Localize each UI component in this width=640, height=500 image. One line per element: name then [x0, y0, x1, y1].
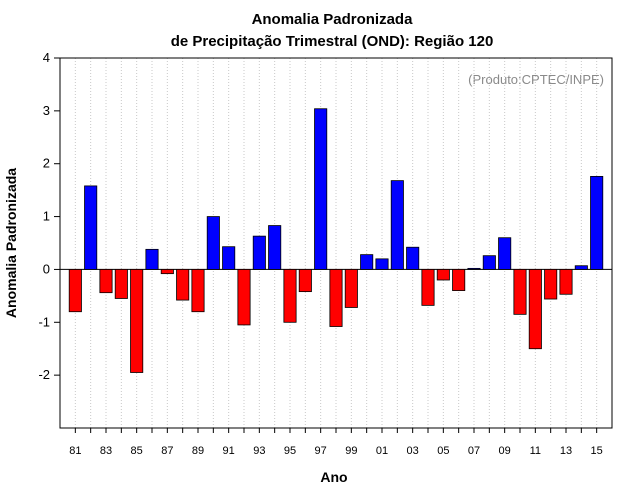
bar-1989 — [191, 269, 205, 313]
y-axis-label: Anomalia Padronizada — [3, 168, 19, 318]
bar-1984 — [114, 269, 128, 299]
y-tick-label: -2 — [38, 367, 50, 382]
x-tick-label: 07 — [468, 445, 480, 457]
y-tick-label: -1 — [38, 314, 50, 329]
x-tick-label: 15 — [591, 445, 603, 457]
y-tick-label: 0 — [43, 261, 50, 276]
bar-2012 — [544, 269, 558, 300]
bar-2008 — [482, 255, 496, 270]
bar-1993 — [252, 235, 266, 270]
bar-2009 — [498, 237, 512, 270]
y-tick-label: 1 — [43, 209, 50, 224]
bar-2013 — [559, 269, 573, 295]
x-tick-label: 03 — [407, 445, 419, 457]
x-tick-label: 01 — [376, 445, 388, 457]
bar-1991 — [222, 246, 236, 270]
bar-1985 — [130, 269, 144, 373]
bar-2007 — [467, 267, 481, 270]
bar-1990 — [206, 216, 220, 270]
x-tick-label: 13 — [560, 445, 572, 457]
y-tick-label: 2 — [43, 156, 50, 171]
x-tick-label: 05 — [437, 445, 449, 457]
x-tick-label: 97 — [315, 445, 327, 457]
x-tick-label: 91 — [223, 445, 235, 457]
x-tick-label: 09 — [499, 445, 511, 457]
chart-subtitle: de Precipitação Trimestral (OND): Região… — [171, 33, 494, 50]
bar-2004 — [421, 269, 435, 306]
x-tick-label: 83 — [100, 445, 112, 457]
bar-1981 — [68, 269, 82, 313]
bar-1987 — [160, 269, 174, 275]
x-tick-label: 85 — [131, 445, 143, 457]
bar-2000 — [360, 254, 374, 270]
bar-1998 — [329, 269, 343, 327]
bar-1995 — [283, 269, 297, 323]
x-tick-label: 89 — [192, 445, 204, 457]
bar-1982 — [84, 185, 98, 270]
credit-text: (Produto:CPTEC/INPE) — [468, 72, 604, 87]
y-tick-label: 3 — [43, 103, 50, 118]
x-tick-label: 93 — [253, 445, 265, 457]
x-tick-label: 99 — [345, 445, 357, 457]
bar-2006 — [452, 269, 466, 291]
bar-2011 — [528, 269, 542, 350]
x-tick-label: 11 — [530, 445, 541, 457]
bar-1997 — [314, 108, 328, 270]
x-tick-label: 95 — [284, 445, 296, 457]
bar-1983 — [99, 269, 113, 294]
chart-title: Anomalia Padronizada — [252, 11, 414, 28]
x-tick-label: 81 — [69, 445, 81, 457]
bar-2014 — [574, 265, 588, 270]
x-tick-label: 87 — [161, 445, 173, 457]
bar-2003 — [406, 246, 420, 270]
bar-1986 — [145, 248, 159, 270]
bar-2015 — [590, 175, 604, 270]
bar-1999 — [344, 269, 358, 308]
bar-2001 — [375, 258, 389, 270]
bar-1994 — [268, 225, 282, 270]
bar-1996 — [298, 269, 312, 293]
bar-2010 — [513, 269, 527, 315]
bar-2002 — [390, 180, 404, 270]
y-tick-label: 4 — [43, 50, 50, 65]
bar-2005 — [436, 269, 450, 281]
bar-1992 — [237, 269, 251, 326]
x-axis-label: Ano — [320, 469, 347, 485]
bar-1988 — [176, 269, 190, 301]
